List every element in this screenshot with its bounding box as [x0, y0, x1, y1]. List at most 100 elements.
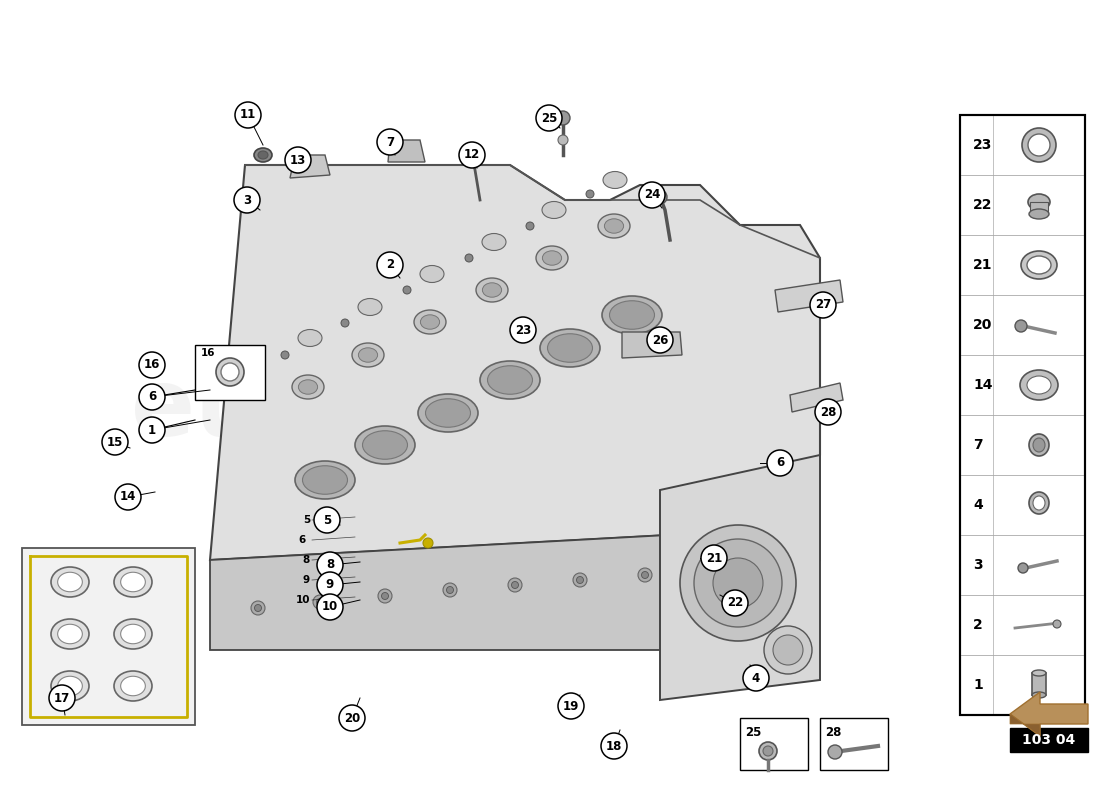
Circle shape — [443, 583, 456, 597]
Circle shape — [773, 635, 803, 665]
Polygon shape — [1010, 714, 1040, 736]
Ellipse shape — [298, 380, 318, 394]
Text: 3: 3 — [974, 558, 982, 572]
Ellipse shape — [1027, 376, 1050, 394]
Bar — [1030, 202, 1048, 214]
Text: 1: 1 — [974, 678, 982, 692]
Ellipse shape — [1020, 370, 1058, 400]
Text: 9: 9 — [326, 578, 334, 591]
Ellipse shape — [548, 334, 593, 362]
Ellipse shape — [598, 214, 630, 238]
Ellipse shape — [1028, 134, 1050, 156]
Text: 20: 20 — [974, 318, 992, 332]
Ellipse shape — [121, 676, 145, 696]
Ellipse shape — [57, 572, 82, 592]
Circle shape — [828, 745, 842, 759]
Bar — [820, 718, 888, 770]
Ellipse shape — [609, 301, 654, 330]
Circle shape — [139, 352, 165, 378]
Polygon shape — [388, 140, 425, 162]
Circle shape — [314, 507, 340, 533]
Circle shape — [810, 292, 836, 318]
Ellipse shape — [759, 742, 777, 760]
Ellipse shape — [51, 671, 89, 701]
Circle shape — [251, 601, 265, 615]
Ellipse shape — [254, 148, 272, 162]
Circle shape — [139, 384, 165, 410]
Ellipse shape — [292, 375, 324, 399]
Ellipse shape — [121, 624, 145, 644]
Circle shape — [601, 733, 627, 759]
Circle shape — [314, 595, 327, 609]
Ellipse shape — [602, 296, 662, 334]
Text: 24: 24 — [644, 189, 660, 202]
Ellipse shape — [358, 298, 382, 315]
Polygon shape — [776, 280, 843, 312]
Text: 1: 1 — [147, 423, 156, 437]
Text: 9: 9 — [302, 575, 310, 585]
Circle shape — [102, 429, 128, 455]
Circle shape — [235, 102, 261, 128]
Ellipse shape — [57, 624, 82, 644]
Ellipse shape — [352, 343, 384, 367]
Text: 18: 18 — [606, 739, 623, 753]
Ellipse shape — [298, 330, 322, 346]
Ellipse shape — [258, 151, 268, 159]
Ellipse shape — [483, 282, 502, 297]
Text: 27: 27 — [815, 298, 832, 311]
Ellipse shape — [216, 358, 244, 386]
Text: 22: 22 — [727, 597, 744, 610]
Polygon shape — [790, 383, 843, 412]
Circle shape — [317, 598, 323, 606]
Text: 6: 6 — [299, 535, 310, 545]
Ellipse shape — [476, 278, 508, 302]
Circle shape — [424, 538, 433, 548]
Ellipse shape — [426, 398, 471, 427]
Ellipse shape — [114, 671, 152, 701]
Ellipse shape — [302, 466, 348, 494]
Text: 28: 28 — [820, 406, 836, 418]
Ellipse shape — [295, 461, 355, 499]
Polygon shape — [621, 332, 682, 358]
Circle shape — [556, 111, 570, 125]
Circle shape — [465, 254, 473, 262]
Text: 2: 2 — [386, 258, 394, 271]
Text: 15: 15 — [107, 435, 123, 449]
Text: eurospares: eurospares — [131, 364, 728, 456]
Text: 10: 10 — [296, 595, 310, 605]
Circle shape — [639, 182, 665, 208]
Circle shape — [317, 594, 343, 620]
Text: 19: 19 — [563, 699, 580, 713]
Ellipse shape — [763, 746, 773, 756]
Ellipse shape — [121, 572, 145, 592]
Bar — [1010, 728, 1088, 752]
Ellipse shape — [1028, 434, 1049, 456]
Circle shape — [558, 693, 584, 719]
Ellipse shape — [1032, 692, 1046, 698]
Circle shape — [339, 705, 365, 731]
Circle shape — [234, 187, 260, 213]
Circle shape — [638, 568, 652, 582]
Circle shape — [701, 545, 727, 571]
Circle shape — [285, 147, 311, 173]
Ellipse shape — [480, 361, 540, 399]
Circle shape — [815, 399, 842, 425]
Circle shape — [694, 539, 782, 627]
Ellipse shape — [112, 435, 124, 449]
Ellipse shape — [57, 676, 82, 696]
Text: 26: 26 — [652, 334, 668, 346]
Ellipse shape — [542, 250, 562, 266]
Ellipse shape — [51, 567, 89, 597]
Circle shape — [447, 586, 453, 594]
Circle shape — [680, 525, 796, 641]
Text: 12: 12 — [464, 149, 480, 162]
Circle shape — [341, 319, 349, 327]
Circle shape — [526, 222, 534, 230]
Circle shape — [317, 572, 343, 598]
Circle shape — [139, 417, 165, 443]
Text: 16: 16 — [201, 348, 216, 358]
Circle shape — [1053, 620, 1062, 628]
Circle shape — [641, 571, 649, 578]
Circle shape — [536, 105, 562, 131]
Ellipse shape — [51, 619, 89, 649]
